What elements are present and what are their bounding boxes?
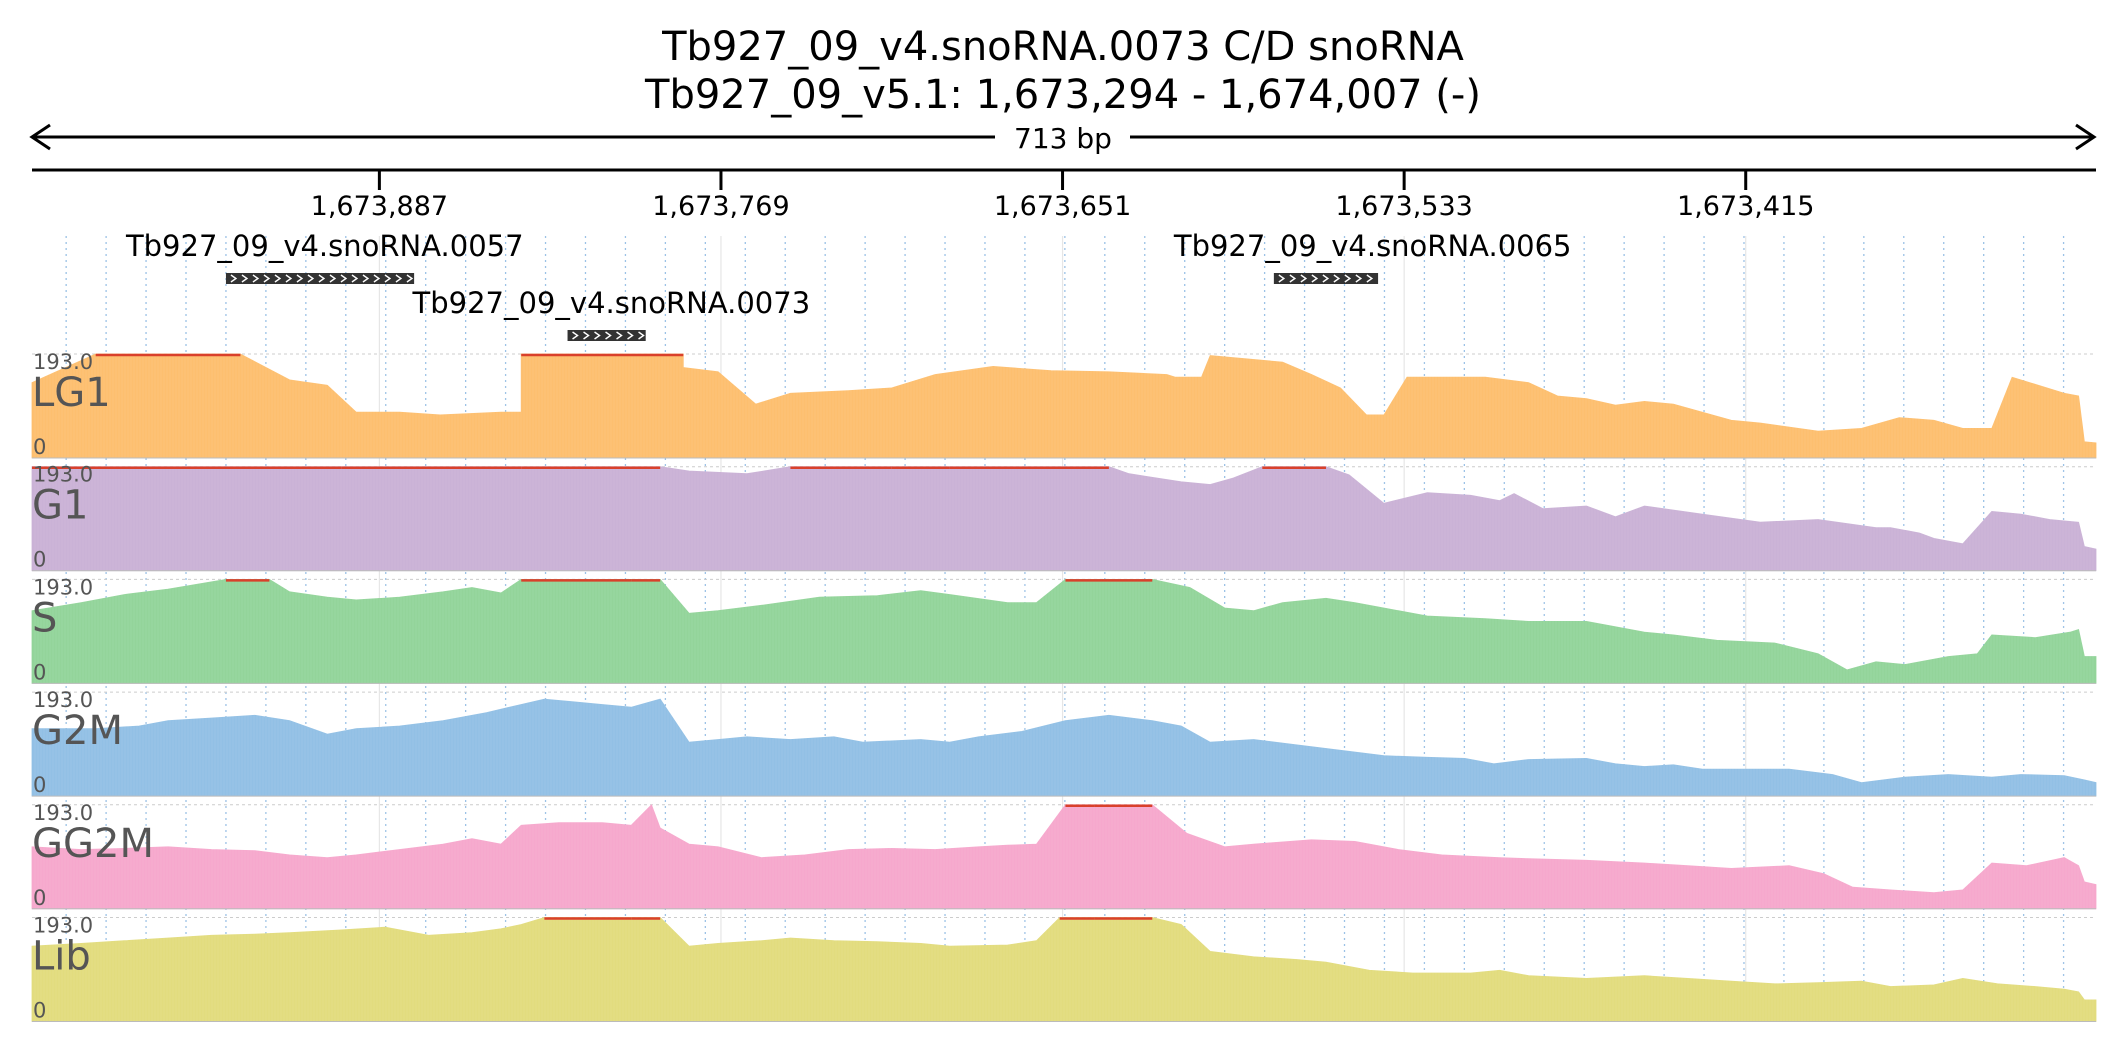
- track-name-label: LG1: [32, 370, 111, 416]
- coverage-tracks: 193.00LG1193.00G1193.00S193.00G2M193.00G…: [31, 350, 2097, 1023]
- bar-texture: [34, 804, 2094, 909]
- bar-texture: [34, 917, 2094, 1022]
- strand-arrow: [594, 331, 601, 340]
- bar-texture: [34, 354, 2094, 458]
- track-ymax-label: 193.0: [33, 463, 93, 487]
- feature-label: Tb927_09_v4.snoRNA.0065: [1173, 229, 1572, 263]
- strand-arrow: [627, 331, 634, 340]
- tick-label: 1,673,769: [652, 191, 789, 222]
- chart-title: Tb927_09_v4.snoRNA.0073 C/D snoRNA: [661, 24, 1464, 70]
- coverage-area-g2m: [31, 698, 2097, 797]
- strand-arrow: [1289, 274, 1297, 283]
- track-ymin-label: 0: [33, 548, 46, 572]
- strand-arrow: [252, 274, 260, 283]
- strand-arrow: [373, 274, 381, 283]
- axis-ticks: 1,673,887 1,673,769 1,673,651 1,673,533 1,67…: [311, 170, 1814, 222]
- strand-arrow: [307, 274, 315, 283]
- strand-arrow: [340, 274, 348, 283]
- strand-arrow: [583, 331, 590, 340]
- track-g1: 193.0 0 G1: [31, 463, 2097, 572]
- track-ymax-label: 193.0: [33, 914, 93, 938]
- track-ymin-label: 0: [33, 999, 46, 1023]
- strand-arrow: [230, 274, 238, 283]
- feature-label: Tb927_09_v4.snoRNA.0057: [125, 229, 524, 263]
- strand-arrow: [406, 274, 414, 283]
- strand-arrow: [1311, 274, 1319, 283]
- span-arrow-left-head: [29, 123, 51, 151]
- tick-label: 1,673,887: [311, 191, 448, 222]
- track-lib: 193.0 0 Lib: [31, 914, 2097, 1023]
- track-ymax-label: 193.0: [33, 801, 93, 825]
- strand-arrow: [605, 331, 612, 340]
- feature-track: Tb927_09_v4.snoRNA.0057 Tb927_09_v4.snoRN…: [125, 229, 1572, 341]
- strand-arrow: [362, 274, 370, 283]
- strand-arrow: [296, 274, 304, 283]
- strand-arrow: [1355, 274, 1363, 283]
- track-ymax-label: 193.0: [33, 688, 93, 712]
- strand-arrow: [1366, 274, 1374, 283]
- strand-arrow: [1333, 274, 1341, 283]
- track-ymin-label: 0: [33, 886, 46, 910]
- track-name-label: GG2M: [32, 821, 154, 867]
- strand-arrow: [572, 331, 579, 340]
- feature-strand-arrows: [230, 274, 414, 283]
- track-lg1: 193.0 0 LG1: [31, 350, 2097, 459]
- feature-strand-arrows: [1278, 274, 1374, 283]
- strand-arrow: [395, 274, 403, 283]
- track-s: 193.0 0 S: [31, 575, 2097, 684]
- span-ruler: 713 bp: [29, 122, 2097, 155]
- strand-arrow: [274, 274, 282, 283]
- track-ymin-label: 0: [33, 435, 46, 459]
- coverage-area-s: [31, 579, 2097, 684]
- tick-label: 1,673,415: [1677, 191, 1814, 222]
- tick-label: 1,673,651: [994, 191, 1131, 222]
- strand-arrow: [1300, 274, 1308, 283]
- track-ymin-label: 0: [33, 660, 46, 684]
- strand-arrow: [638, 331, 645, 340]
- strand-arrow: [616, 331, 623, 340]
- strand-arrow: [1278, 274, 1286, 283]
- coverage-area-gg2m: [31, 804, 2097, 910]
- track-name-label: G1: [32, 483, 88, 529]
- track-ymax-label: 193.0: [33, 575, 93, 599]
- feature-bar: [1273, 273, 1379, 284]
- strand-arrow: [263, 274, 271, 283]
- track-g2m: 193.0 0 G2M: [31, 688, 2097, 797]
- track-name-label: G2M: [32, 708, 123, 754]
- strand-arrow: [384, 274, 392, 283]
- tick-label: 1,673,533: [1335, 191, 1472, 222]
- track-name-label: S: [32, 595, 57, 641]
- bar-texture: [34, 466, 2094, 571]
- track-ymax-label: 193.0: [33, 350, 93, 374]
- feature-strand-arrows: [572, 331, 645, 340]
- bar-texture: [34, 579, 2094, 684]
- feature-bar: [225, 273, 415, 284]
- coverage-area-lg1: [31, 353, 2097, 459]
- span-label: 713 bp: [1014, 122, 1112, 155]
- chart-subtitle: Tb927_09_v5.1: 1,673,294 - 1,674,007 (-): [644, 72, 1481, 118]
- span-arrow-right-head: [2075, 123, 2097, 151]
- track-name-label: Lib: [32, 934, 91, 980]
- strand-arrow: [1322, 274, 1330, 283]
- feature-label: Tb927_09_v4.snoRNA.0073: [412, 286, 811, 320]
- bar-texture: [34, 692, 2094, 797]
- feature-bar: [567, 330, 646, 341]
- strand-arrow: [1344, 274, 1352, 283]
- strand-arrow: [318, 274, 326, 283]
- strand-arrow: [285, 274, 293, 283]
- track-gg2m: 193.0 0 GG2M: [31, 801, 2097, 910]
- strand-arrow: [351, 274, 359, 283]
- track-ymin-label: 0: [33, 773, 46, 797]
- strand-arrow: [329, 274, 337, 283]
- strand-arrow: [241, 274, 249, 283]
